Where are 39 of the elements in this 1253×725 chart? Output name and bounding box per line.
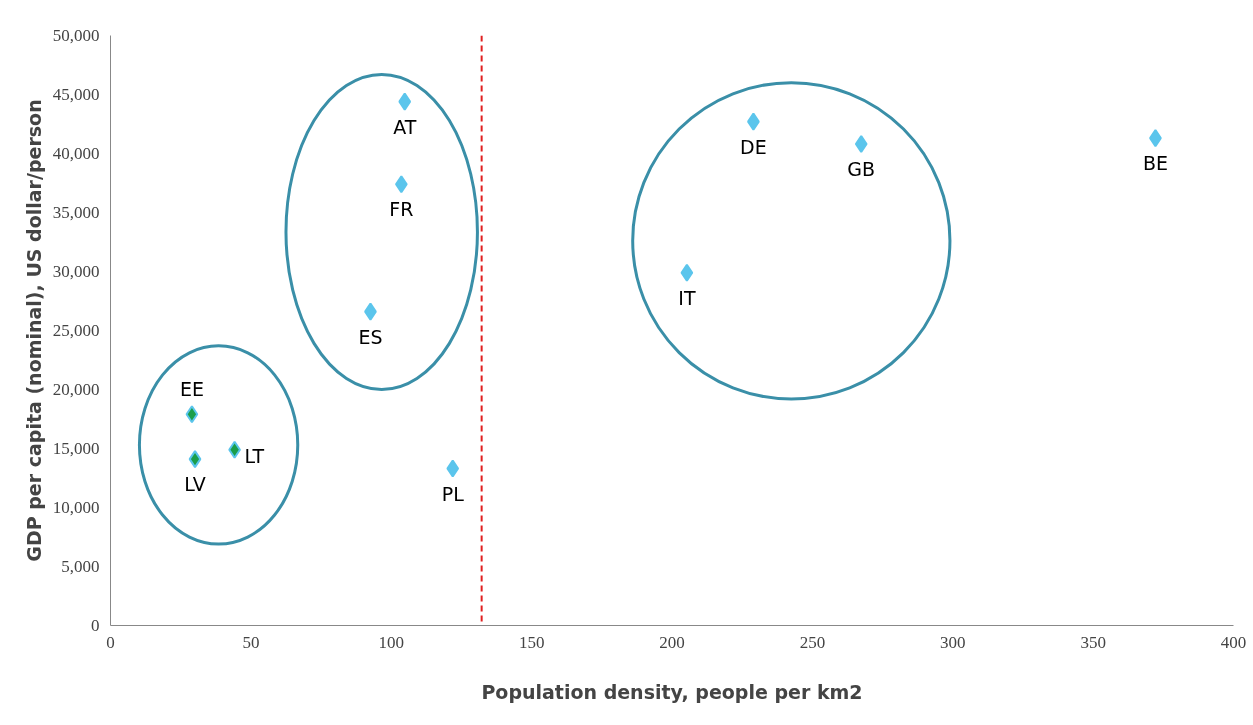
y-tick-label: 30,000 [52,262,100,281]
y-tick-label: 25,000 [52,321,100,340]
x-tick-label: 0 [106,632,115,652]
x-tick-label: 250 [799,632,826,652]
x-tick-label: 50 [242,632,260,652]
annotation: AT [393,115,417,138]
annotation: BE [1142,152,1168,175]
annotation: DE [740,135,767,158]
annotation: EE [179,378,204,401]
point [854,135,868,154]
y-tick-label: 5,000 [61,557,100,576]
y-tick-label: 20,000 [52,380,100,399]
point [185,405,199,424]
y-tick-label: 45,000 [52,85,100,104]
annotation: ES [358,325,383,348]
x-tick-label: 400 [1220,632,1247,652]
y-tick-label: 35,000 [52,203,100,222]
annotation: LT [244,444,265,467]
annotation: GB [847,158,876,181]
annotation: PL [441,482,465,505]
y-tick-label: 15,000 [52,439,100,458]
y-axis-title: GDP per capita (nominal), US dollar/person [22,99,45,562]
point [398,92,412,111]
point [188,450,202,469]
point [680,263,694,282]
y-tick-label: 40,000 [52,144,100,163]
annotation: FR [389,198,414,221]
x-tick-label: 100 [378,632,404,652]
x-tick-label: 300 [940,632,966,652]
x-axis-title: Population density, people per km2 [481,680,863,703]
annotation: LV [184,473,206,496]
annotation: IT [678,286,696,309]
x-tick-label: 150 [518,632,545,652]
y-tick-label: 0 [91,616,100,635]
y-tick-label: 10,000 [52,498,100,517]
y-tick-label: 50,000 [52,26,100,45]
x-tick-label: 200 [659,632,685,652]
point [446,459,460,478]
x-tick-label: 350 [1080,632,1106,652]
